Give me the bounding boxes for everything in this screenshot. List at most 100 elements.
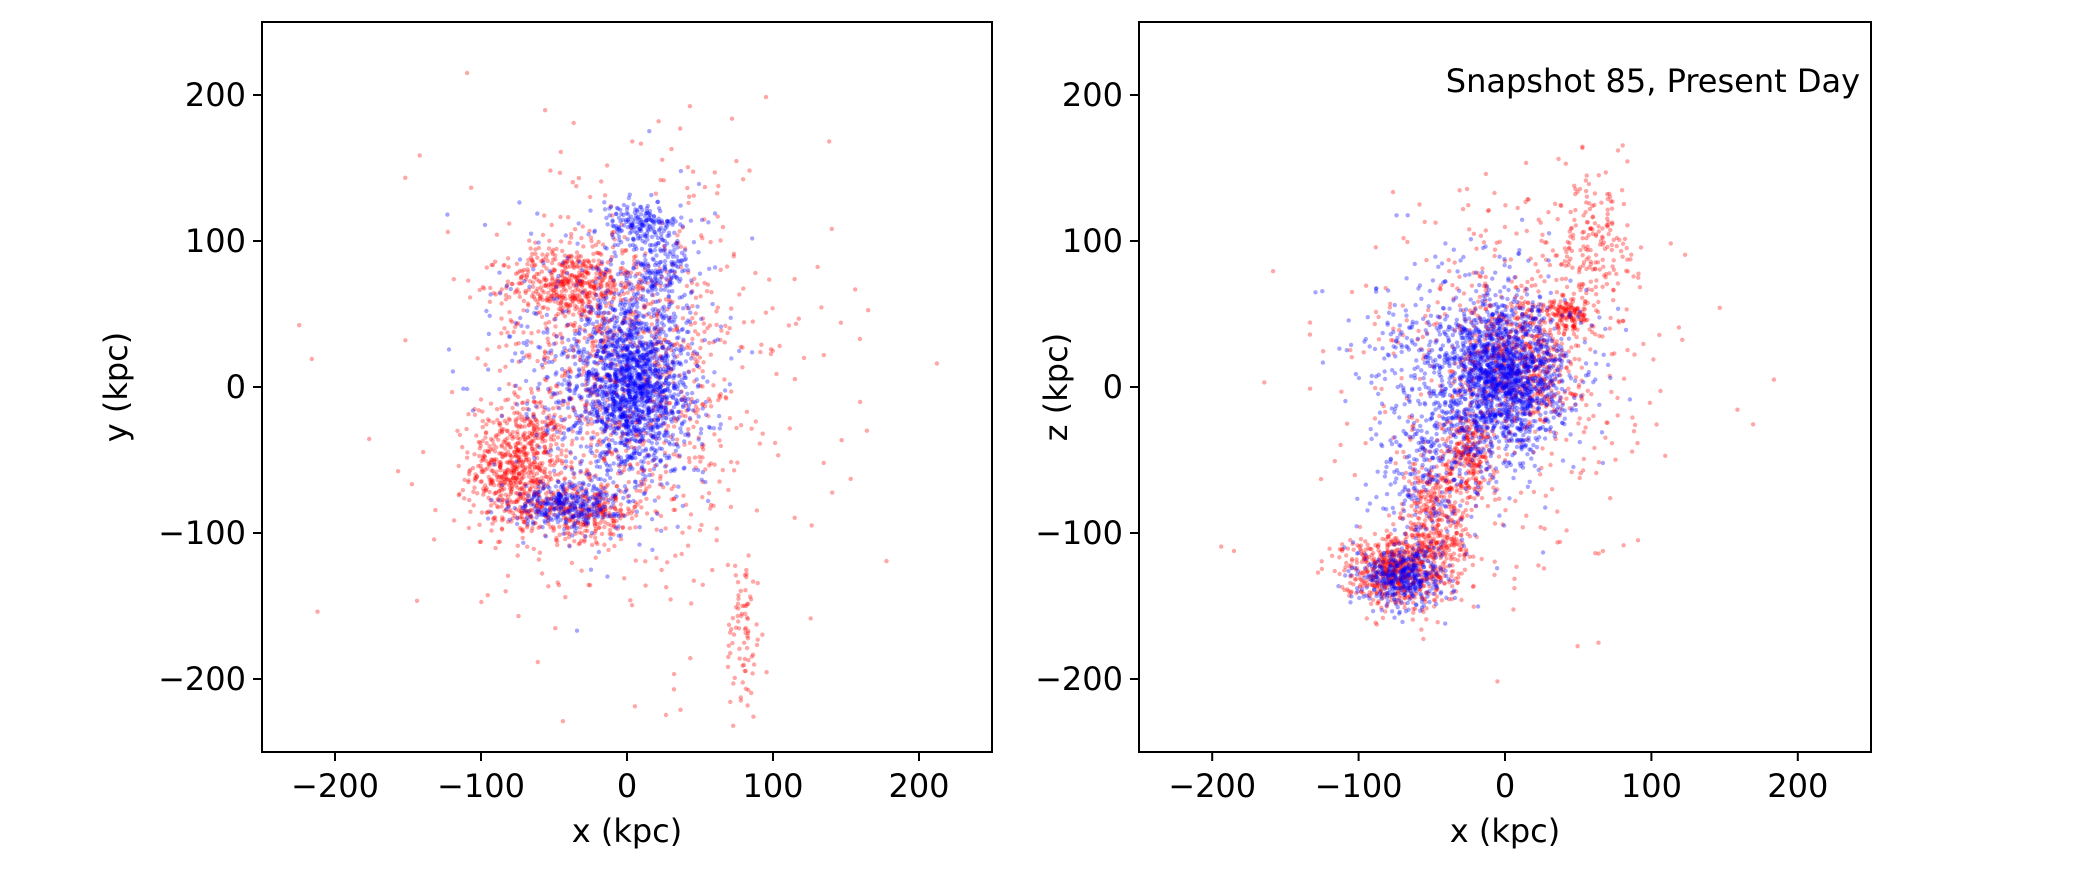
- data-point: [644, 496, 649, 501]
- data-point: [553, 425, 558, 430]
- data-point: [540, 305, 545, 310]
- data-point: [694, 377, 699, 382]
- data-point: [508, 318, 513, 323]
- data-point: [602, 271, 607, 276]
- data-point: [672, 230, 677, 235]
- data-point: [606, 498, 611, 503]
- data-point: [671, 216, 676, 221]
- data-point: [679, 215, 684, 220]
- data-point: [596, 250, 601, 256]
- data-point: [645, 203, 650, 209]
- data-point: [578, 357, 583, 363]
- data-point: [616, 206, 621, 211]
- data-point: [726, 487, 731, 493]
- data-point: [472, 478, 477, 483]
- data-point: [645, 430, 650, 436]
- data-point: [527, 284, 532, 289]
- data-point: [545, 336, 550, 341]
- data-point: [663, 226, 668, 231]
- data-point: [510, 484, 515, 489]
- data-point: [549, 222, 554, 228]
- data-point: [534, 305, 539, 311]
- data-point: [730, 640, 735, 646]
- data-point: [544, 451, 550, 456]
- data-point: [732, 675, 737, 681]
- data-point: [564, 520, 569, 525]
- data-point: [690, 336, 695, 342]
- data-point: [697, 271, 703, 276]
- data-point: [499, 504, 504, 509]
- data-point: [519, 323, 524, 328]
- data-point: [496, 483, 502, 488]
- data-point: [599, 259, 605, 265]
- data-point: [528, 470, 534, 476]
- data-point: [599, 531, 605, 537]
- data-point: [605, 482, 610, 487]
- data-point: [499, 443, 504, 448]
- data-point: [594, 310, 599, 316]
- data-point: [557, 532, 562, 537]
- data-point: [629, 337, 634, 342]
- data-point: [514, 261, 520, 266]
- data-point: [539, 571, 545, 576]
- data-point: [483, 362, 488, 367]
- data-point: [699, 426, 704, 432]
- data-point: [735, 601, 741, 606]
- data-point: [635, 348, 640, 354]
- data-point: [456, 493, 461, 498]
- data-point: [475, 491, 480, 496]
- data-point: [647, 484, 652, 489]
- data-point: [671, 260, 676, 265]
- data-point: [634, 330, 640, 335]
- data-point: [731, 681, 736, 686]
- data-point: [678, 203, 683, 208]
- data-point: [609, 352, 615, 357]
- data-point: [649, 292, 655, 298]
- data-point: [809, 523, 814, 528]
- data-point: [630, 430, 635, 435]
- data-point: [566, 374, 571, 379]
- data-point: [562, 476, 568, 481]
- data-point: [542, 470, 547, 476]
- data-point: [506, 381, 512, 387]
- data-point: [741, 662, 747, 668]
- data-point: [542, 357, 547, 362]
- data-point: [695, 282, 700, 287]
- data-point: [596, 360, 601, 366]
- data-point: [542, 108, 548, 113]
- data-point: [750, 319, 755, 324]
- data-point: [490, 446, 495, 452]
- data-point: [520, 269, 525, 274]
- data-point: [519, 274, 524, 279]
- data-point: [695, 384, 701, 389]
- data-point: [535, 465, 541, 471]
- data-point: [548, 525, 553, 530]
- data-point: [621, 305, 626, 311]
- data-point: [739, 611, 744, 616]
- data-point: [513, 351, 518, 356]
- data-point: [504, 499, 510, 504]
- data-point: [689, 356, 694, 361]
- data-point: [558, 214, 563, 220]
- data-point: [650, 307, 655, 312]
- data-point: [569, 560, 575, 566]
- data-point: [654, 462, 659, 468]
- data-point: [642, 425, 647, 431]
- data-point: [478, 397, 484, 402]
- data-point: [547, 478, 552, 483]
- data-point: [479, 599, 484, 605]
- data-point: [664, 353, 669, 358]
- data-point: [536, 484, 541, 489]
- data-point: [588, 567, 594, 572]
- data-point: [517, 449, 522, 454]
- data-point: [496, 421, 502, 426]
- data-point: [687, 459, 692, 465]
- data-point: [643, 559, 648, 564]
- data-point: [742, 627, 748, 632]
- data-point: [523, 466, 528, 472]
- data-point: [646, 406, 651, 411]
- data-point: [536, 245, 541, 251]
- data-point: [566, 337, 571, 343]
- data-point: [634, 300, 640, 306]
- data-point: [585, 361, 590, 367]
